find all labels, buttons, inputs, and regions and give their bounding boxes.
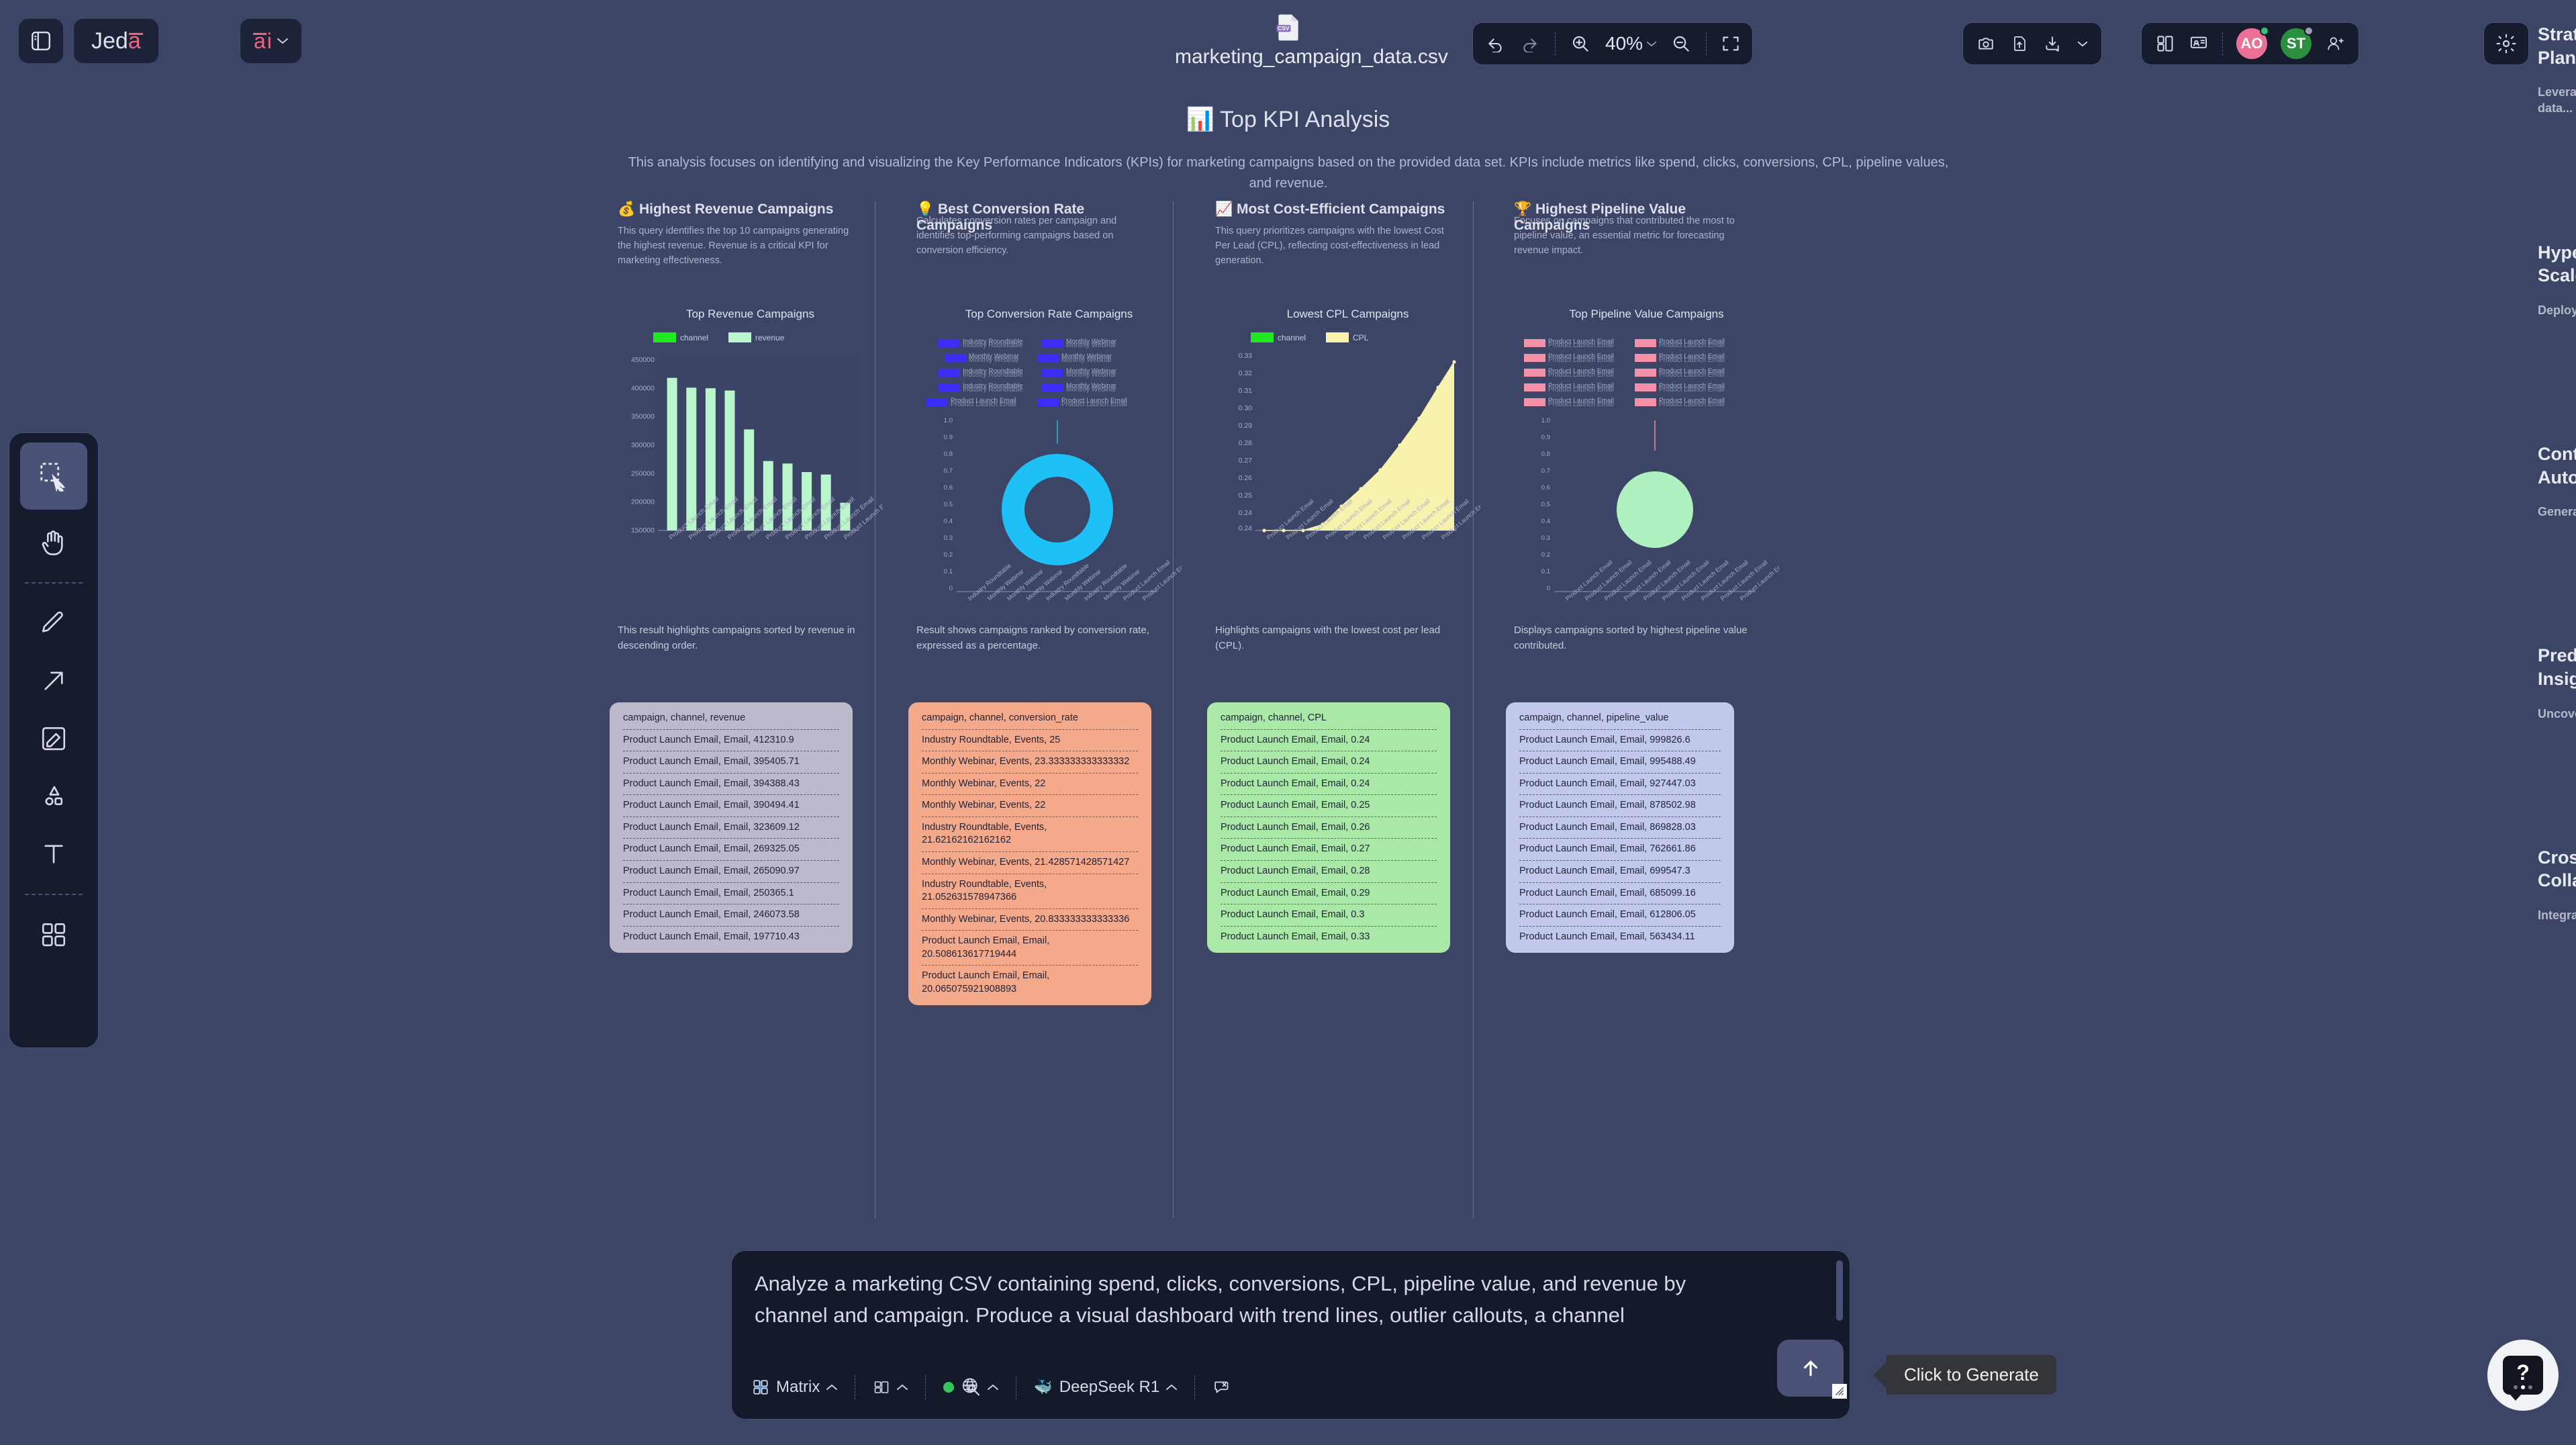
- svg-text:Product Launch Email: Product Launch Email: [1659, 386, 1725, 393]
- svg-text:0.32: 0.32: [1239, 369, 1253, 377]
- svg-text:350000: 350000: [631, 413, 655, 421]
- svg-text:0.5: 0.5: [1541, 501, 1550, 508]
- svg-text:0.6: 0.6: [1541, 484, 1550, 492]
- svg-text:Product Launch Email: Product Launch Email: [1659, 357, 1725, 364]
- svg-text:Monthly Webinar: Monthly Webinar: [1066, 386, 1117, 393]
- svg-text:Product Launch Email: Product Launch Email: [1548, 357, 1614, 364]
- svg-text:Monthly Webinar: Monthly Webinar: [1066, 371, 1117, 379]
- svg-text:300000: 300000: [631, 441, 655, 449]
- svg-text:0.1: 0.1: [1541, 568, 1550, 575]
- svg-text:Product Launch Email: Product Launch Email: [1659, 342, 1725, 349]
- svg-text:0.24: 0.24: [1239, 509, 1253, 517]
- svg-text:0.6: 0.6: [944, 484, 953, 492]
- svg-text:Product Launch Email: Product Launch Email: [1548, 342, 1614, 349]
- svg-text:Product Launch Email: Product Launch Email: [951, 401, 1016, 408]
- svg-text:Product Launch Email: Product Launch Email: [1548, 401, 1614, 408]
- svg-text:0.7: 0.7: [1541, 467, 1550, 475]
- svg-text:0.5: 0.5: [944, 501, 953, 508]
- svg-text:0.30: 0.30: [1239, 404, 1253, 412]
- svg-text:0.3: 0.3: [1541, 534, 1550, 542]
- svg-text:0.26: 0.26: [1239, 474, 1253, 482]
- svg-text:Product Launch Email: Product Launch Email: [1548, 386, 1614, 393]
- svg-text:150000: 150000: [631, 526, 655, 534]
- svg-text:0.2: 0.2: [1541, 551, 1550, 559]
- svg-text:channel: channel: [1278, 333, 1306, 342]
- svg-text:0.9: 0.9: [1541, 434, 1550, 441]
- svg-text:Product Launch Email: Product Launch Email: [1659, 371, 1725, 379]
- svg-text:1.0: 1.0: [944, 417, 953, 424]
- svg-text:0: 0: [949, 585, 953, 592]
- svg-text:CPL: CPL: [1353, 333, 1369, 342]
- svg-text:0.4: 0.4: [1541, 518, 1550, 525]
- svg-text:1.0: 1.0: [1541, 417, 1550, 424]
- svg-text:channel: channel: [680, 333, 708, 342]
- svg-text:0.25: 0.25: [1239, 492, 1253, 500]
- svg-text:0.24: 0.24: [1239, 524, 1253, 532]
- svg-text:Monthly Webinar: Monthly Webinar: [1066, 342, 1117, 349]
- svg-text:revenue: revenue: [755, 333, 785, 342]
- svg-text:0.1: 0.1: [944, 568, 953, 575]
- svg-text:0.8: 0.8: [944, 451, 953, 458]
- svg-text:0.9: 0.9: [944, 434, 953, 441]
- svg-text:0.2: 0.2: [944, 551, 953, 559]
- svg-text:0.31: 0.31: [1239, 387, 1253, 395]
- svg-text:200000: 200000: [631, 498, 655, 506]
- svg-text:Industry Roundtable: Industry Roundtable: [963, 371, 1023, 379]
- svg-text:0.8: 0.8: [1541, 451, 1550, 458]
- svg-text:Product Launch Email: Product Launch Email: [1061, 401, 1127, 408]
- svg-text:Industry Roundtable: Industry Roundtable: [963, 386, 1023, 393]
- svg-text:0.33: 0.33: [1239, 352, 1253, 360]
- svg-text:Product Launch Email: Product Launch Email: [1659, 401, 1725, 408]
- svg-text:Monthly Webinar: Monthly Webinar: [1061, 357, 1112, 364]
- svg-text:0.29: 0.29: [1239, 422, 1253, 430]
- svg-text:CSV: CSV: [1278, 25, 1290, 32]
- svg-text:0.3: 0.3: [944, 534, 953, 542]
- svg-text:0.27: 0.27: [1239, 457, 1253, 465]
- svg-text:0.4: 0.4: [944, 518, 953, 525]
- svg-text:0: 0: [1547, 585, 1550, 592]
- svg-text:250000: 250000: [631, 469, 655, 477]
- svg-text:0.7: 0.7: [944, 467, 953, 475]
- svg-text:400000: 400000: [631, 384, 655, 392]
- svg-text:Product Launch Email: Product Launch Email: [1548, 371, 1614, 379]
- svg-text:450000: 450000: [631, 356, 655, 364]
- svg-text:Monthly Webinar: Monthly Webinar: [969, 357, 1020, 364]
- svg-text:Industry Roundtable: Industry Roundtable: [963, 342, 1023, 349]
- svg-text:0.28: 0.28: [1239, 439, 1253, 447]
